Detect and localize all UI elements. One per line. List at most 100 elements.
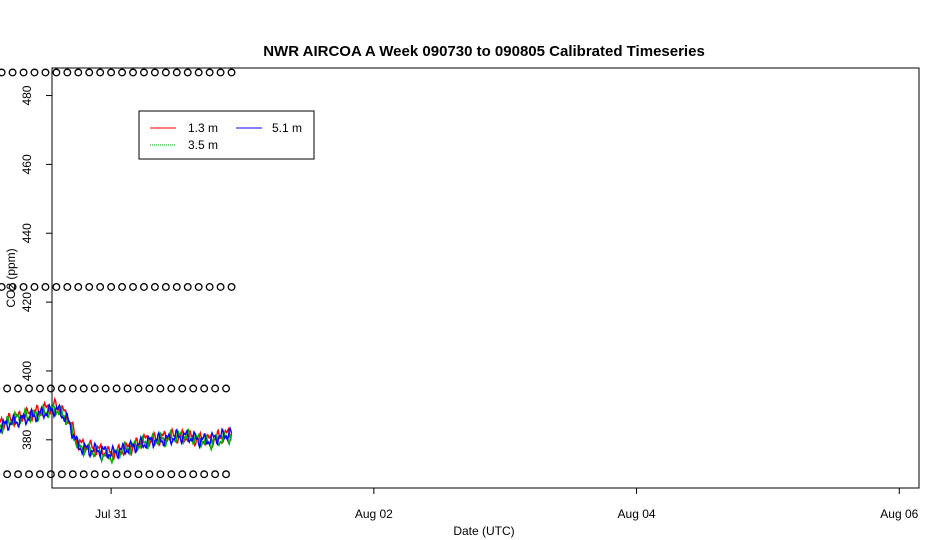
marker-point (183, 68, 192, 77)
marker-point (74, 68, 83, 77)
marker-point (19, 68, 28, 77)
marker-point (134, 384, 143, 393)
marker-point (112, 470, 121, 479)
marker-point (57, 470, 66, 479)
y-tick-label: 400 (20, 361, 34, 381)
marker-point (194, 283, 203, 291)
series-line-5-1-m (0, 403, 233, 460)
marker-point (167, 470, 176, 479)
marker-point (140, 283, 148, 291)
marker-point (107, 68, 116, 77)
marker-point (90, 384, 99, 393)
marker-point (25, 384, 33, 393)
y-axis: 380 400 420 440 460 480 (20, 85, 52, 450)
marker-point (118, 68, 127, 77)
marker-point (85, 283, 94, 291)
marker-point (90, 470, 99, 479)
marker-point (3, 384, 12, 393)
marker-point (96, 68, 105, 77)
marker-point (101, 470, 110, 479)
series-lines (0, 396, 233, 465)
marker-point (123, 470, 132, 479)
marker-point (216, 68, 225, 77)
marker-point (129, 68, 137, 77)
marker-point (194, 68, 203, 77)
y-tick-label: 440 (20, 223, 34, 243)
marker-point (161, 68, 170, 77)
marker-point (178, 384, 187, 393)
marker-point (167, 384, 176, 393)
marker-point (46, 470, 55, 479)
marker-rows (0, 68, 236, 479)
marker-point (25, 470, 33, 479)
marker-point (123, 384, 132, 393)
marker-point (52, 68, 61, 77)
marker-point (222, 384, 231, 393)
marker-point (178, 470, 187, 479)
marker-point (118, 283, 127, 291)
marker-point (36, 470, 44, 479)
marker-point (68, 384, 77, 393)
marker-point (107, 283, 116, 291)
marker-point (79, 470, 88, 479)
y-tick-label: 480 (20, 85, 34, 105)
marker-point (200, 470, 209, 479)
marker-point (189, 384, 198, 393)
legend-label-5-1m: 5.1 m (272, 121, 302, 135)
y-tick-label: 420 (20, 292, 34, 312)
marker-point (74, 283, 83, 291)
marker-point (8, 68, 17, 77)
marker-point (172, 283, 181, 291)
x-tick-label: Aug 02 (355, 507, 393, 521)
x-tick-label: Aug 04 (618, 507, 656, 521)
marker-point (150, 68, 159, 77)
marker-point (52, 283, 61, 291)
x-axis: Jul 31 Aug 02 Aug 04 Aug 06 (95, 488, 919, 521)
marker-point (227, 68, 236, 77)
marker-point (216, 283, 225, 291)
marker-point (112, 384, 121, 393)
x-tick-label: Jul 31 (95, 507, 127, 521)
marker-point (172, 68, 181, 77)
marker-point (46, 384, 55, 393)
marker-point (205, 68, 214, 77)
marker-point (211, 384, 220, 393)
marker-point (19, 283, 28, 291)
marker-point (156, 470, 165, 479)
marker-point (79, 384, 88, 393)
marker-point (227, 283, 236, 291)
marker-point (183, 283, 192, 291)
y-axis-label: CO2 (ppm) (4, 248, 18, 307)
marker-point (14, 470, 23, 479)
marker-point (96, 283, 105, 291)
marker-point (36, 384, 44, 393)
x-axis-label: Date (UTC) (453, 524, 514, 538)
marker-point (57, 384, 66, 393)
marker-point (63, 68, 72, 77)
marker-point (150, 283, 159, 291)
marker-point (145, 470, 154, 479)
legend-label-1-3m: 1.3 m (188, 121, 218, 135)
marker-point (211, 470, 220, 479)
marker-point (8, 283, 17, 291)
marker-point (200, 384, 209, 393)
marker-point (0, 283, 6, 291)
marker-point (156, 384, 165, 393)
legend-label-3-5m: 3.5 m (188, 138, 218, 152)
marker-point (140, 68, 148, 77)
marker-point (0, 68, 6, 77)
marker-point (68, 470, 77, 479)
x-tick-label: Aug 06 (880, 507, 918, 521)
marker-point (30, 283, 39, 291)
legend: 1.3 m 3.5 m 5.1 m (138, 110, 315, 160)
series-line-3-5-m (0, 402, 233, 465)
marker-point (145, 384, 154, 393)
marker-point (205, 283, 214, 291)
marker-point (41, 283, 50, 291)
marker-point (101, 384, 110, 393)
marker-point (189, 470, 198, 479)
marker-point (14, 384, 23, 393)
plot-area-frame (51, 67, 920, 489)
marker-point (63, 283, 72, 291)
marker-point (222, 470, 231, 479)
